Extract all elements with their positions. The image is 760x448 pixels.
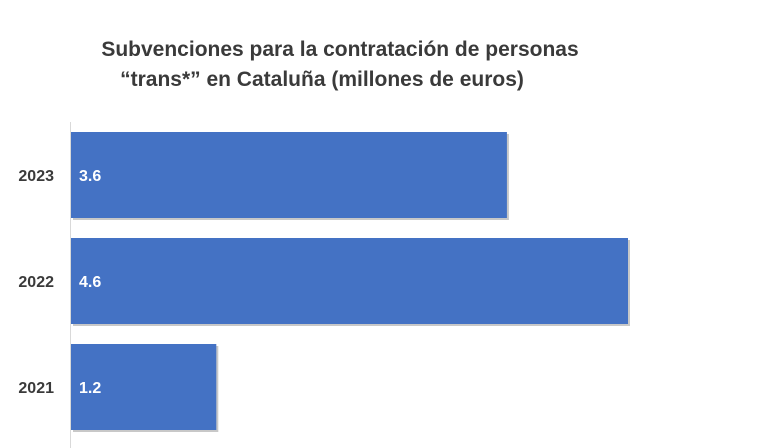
chart-title-line-2: “trans*” en Cataluña (millones de euros) (120, 68, 524, 91)
chart-title-line-1: Subvenciones para la contratación de per… (101, 38, 578, 61)
y-tick-label-2021: 2021 (18, 380, 54, 397)
data-label-2022: 4.6 (79, 274, 101, 291)
y-tick-label-2022: 2022 (18, 274, 54, 291)
data-label-2021: 1.2 (79, 380, 101, 397)
bar-2021 (71, 344, 217, 430)
y-tick-label-2023: 2023 (18, 168, 54, 185)
bars-layer: 2023 3.6 2022 4.6 2021 1.2 (18, 132, 630, 432)
bar-2022 (71, 238, 628, 324)
bar-2023 (71, 132, 507, 218)
data-label-2023: 3.6 (79, 168, 101, 185)
